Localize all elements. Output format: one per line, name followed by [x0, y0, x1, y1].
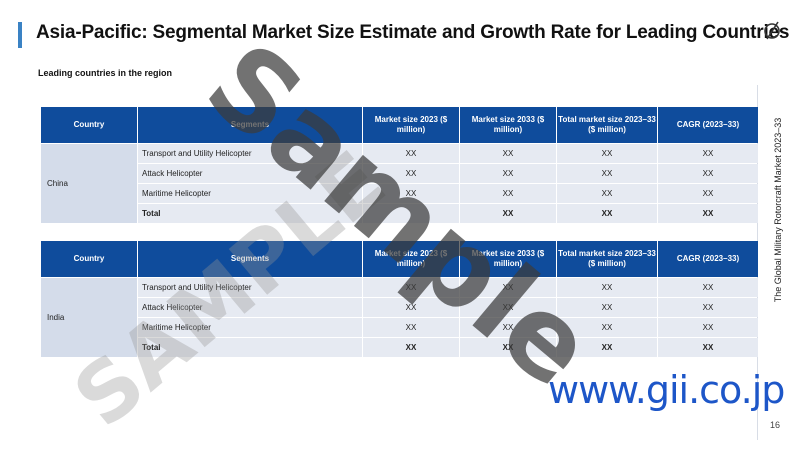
header-cagr: CAGR (2023–33) — [658, 241, 758, 277]
value-cell: XX — [460, 184, 556, 203]
gii-url-watermark: www.gii.co.jp — [548, 368, 785, 412]
table-row: India Transport and Utility Helicopter X… — [41, 278, 758, 357]
header-cagr: CAGR (2023–33) — [658, 107, 758, 143]
value-cell: XX — [460, 318, 556, 337]
india-segment-table: Country Segments Market size 2023 ($ mil… — [40, 240, 759, 358]
country-cell: India — [41, 278, 137, 357]
value-cell: XX — [658, 338, 758, 357]
value-cell: XX — [658, 318, 758, 337]
value-cell: XX — [363, 318, 459, 337]
value-cell: XX — [557, 338, 657, 357]
segment-cell: Maritime Helicopter — [138, 184, 362, 203]
segment-cell: Total — [138, 204, 362, 223]
value-cell: XX — [363, 164, 459, 183]
header-country: Country — [41, 241, 137, 277]
circle-slash-logo-icon — [764, 21, 780, 40]
value-cell: XX — [658, 184, 758, 203]
value-cell: XX — [363, 298, 459, 317]
value-cell: XX — [460, 144, 556, 163]
segment-cell: Transport and Utility Helicopter — [138, 278, 362, 297]
value-cell: XX — [557, 204, 657, 223]
side-report-title: The Global Military Rotorcraft Market 20… — [773, 117, 783, 303]
page-number: 16 — [770, 420, 781, 430]
header-market-size-2023: Market size 2023 ($ million) — [363, 107, 459, 143]
value-cell: XX — [363, 184, 459, 203]
table-row: Maritime Helicopter XX XX XX XX — [41, 184, 758, 203]
segment-cell: Total — [138, 338, 362, 357]
value-cell: XX — [460, 164, 556, 183]
header-total-market-size: Total market size 2023–33 ($ million) — [557, 241, 657, 277]
value-cell: XX — [557, 144, 657, 163]
header-market-size-2033: Market size 2033 ($ million) — [460, 107, 556, 143]
total-row: Total XX XX XX XX — [41, 338, 758, 357]
value-cell: XX — [658, 164, 758, 183]
value-cell: XX — [557, 298, 657, 317]
header-total-market-size: Total market size 2023–33 ($ million) — [557, 107, 657, 143]
slide-subtitle: Leading countries in the region — [38, 68, 173, 78]
table-row: Maritime Helicopter XX XX XX XX — [41, 318, 758, 337]
total-row: Total XX XX XX — [41, 204, 758, 223]
value-cell: XX — [658, 298, 758, 317]
value-cell: XX — [658, 204, 758, 223]
header-segments: Segments — [138, 107, 362, 143]
value-cell: XX — [557, 318, 657, 337]
value-cell: XX — [658, 278, 758, 297]
value-cell: XX — [460, 338, 556, 357]
value-cell: XX — [460, 278, 556, 297]
china-segment-table: Country Segments Market size 2023 ($ mil… — [40, 106, 759, 224]
segment-cell: Maritime Helicopter — [138, 318, 362, 337]
title-accent-bar — [18, 22, 22, 48]
value-cell: XX — [557, 184, 657, 203]
segment-cell: Attack Helicopter — [138, 298, 362, 317]
header-market-size-2023: Market size 2023 ($ million) — [363, 241, 459, 277]
value-cell: XX — [363, 278, 459, 297]
value-cell: XX — [557, 164, 657, 183]
value-cell: XX — [658, 144, 758, 163]
segment-cell: Attack Helicopter — [138, 164, 362, 183]
header-segments: Segments — [138, 241, 362, 277]
value-cell: XX — [460, 298, 556, 317]
segment-cell: Transport and Utility Helicopter — [138, 144, 362, 163]
header-country: Country — [41, 107, 137, 143]
table-row: China Transport and Utility Helicopter X… — [41, 144, 758, 223]
table-header-row: Country Segments Market size 2023 ($ mil… — [41, 107, 758, 143]
table-row: Attack Helicopter XX XX XX XX — [41, 298, 758, 317]
header-market-size-2033: Market size 2033 ($ million) — [460, 241, 556, 277]
value-cell: XX — [363, 144, 459, 163]
value-cell — [363, 204, 459, 223]
table-row: Attack Helicopter XX XX XX XX — [41, 164, 758, 183]
country-cell: China — [41, 144, 137, 223]
value-cell: XX — [460, 204, 556, 223]
slide-title: Asia-Pacific: Segmental Market Size Esti… — [36, 22, 790, 43]
value-cell: XX — [557, 278, 657, 297]
table-header-row: Country Segments Market size 2023 ($ mil… — [41, 241, 758, 277]
value-cell: XX — [363, 338, 459, 357]
